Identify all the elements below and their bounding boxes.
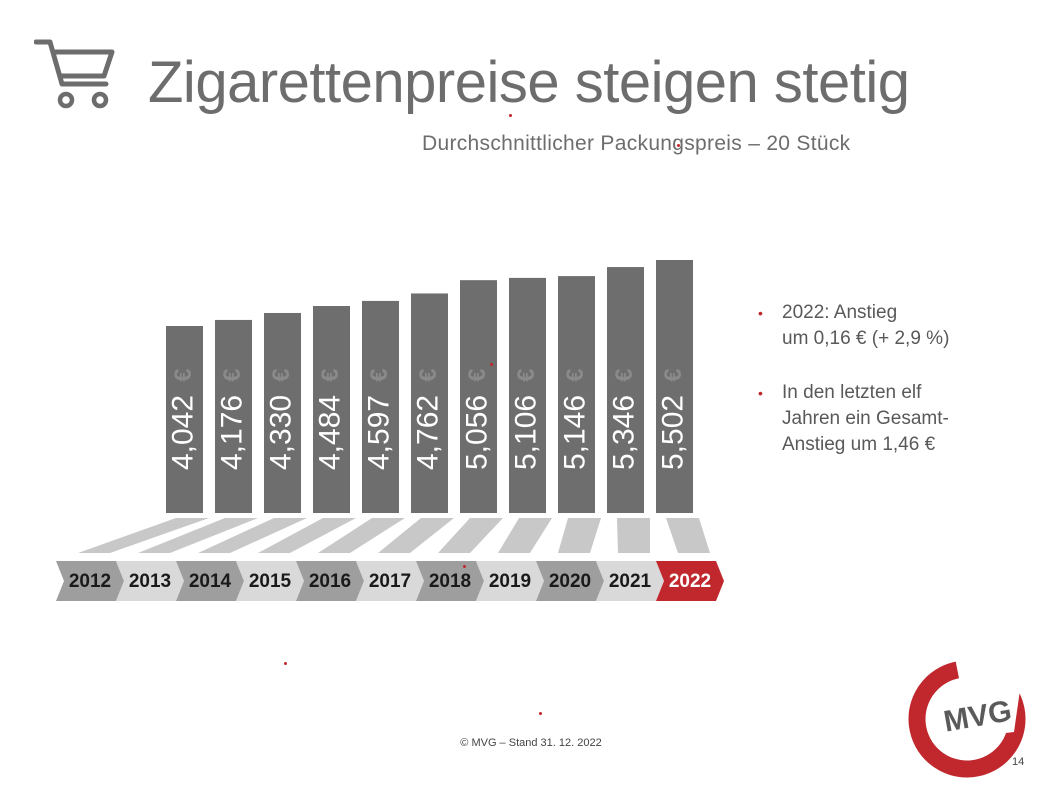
year-label: 2020: [549, 571, 591, 592]
bar: [558, 276, 595, 513]
footer-copyright: © MVG – Stand 31. 12. 2022: [460, 737, 602, 749]
floor-slab: [617, 518, 650, 553]
bar: [460, 280, 497, 513]
year-segment: [56, 561, 124, 601]
bar: [362, 300, 399, 513]
year-segment: [116, 561, 184, 601]
year-label: 2012: [69, 571, 111, 592]
notes-list: • 2022: Anstieg um 0,16 € (+ 2,9 %) • In…: [758, 300, 1018, 476]
bar: [509, 277, 546, 513]
year-label: 2016: [309, 571, 351, 592]
year-segment: [356, 561, 424, 601]
bar-value-label: 4,176: [215, 395, 248, 470]
bar-value-label: 4,484: [313, 395, 346, 470]
year-segment: [416, 561, 484, 601]
year-ribbon: 2012 2013 2014 2015 2016 2017 2018 2019 2020 2021…: [56, 561, 724, 601]
note-line: In den letzten elf: [782, 382, 922, 403]
chart-subtitle: Durchschnittlicher Packungspreis – 20 St…: [422, 132, 851, 155]
year-segment: [536, 561, 604, 601]
year-label: 2014: [189, 571, 232, 592]
year-label: 2017: [369, 571, 411, 592]
euro-symbol: €: [513, 368, 540, 381]
chart-bars: €4,042 €4,176 €4,330 €4,484 €4,597 €4,762 €5,0…: [166, 260, 693, 513]
bar-value-label: 4,330: [264, 395, 297, 470]
page-number: 14: [1012, 756, 1025, 768]
bar-value-label: 4,762: [411, 395, 444, 470]
year-label: 2022: [669, 571, 711, 592]
year-segment: [296, 561, 364, 601]
chart-floor: [78, 518, 710, 553]
page-title: Zigarettenpreise steigen stetig: [148, 50, 910, 115]
floor-slab: [138, 518, 258, 553]
year-label: 2013: [129, 571, 171, 592]
bar-value-label: 5,346: [607, 395, 640, 470]
bullet-icon: •: [758, 305, 763, 321]
year-label: 2018: [429, 571, 471, 592]
note-item: • 2022: Anstieg um 0,16 € (+ 2,9 %): [758, 300, 1018, 352]
euro-symbol: €: [366, 368, 393, 381]
bar: [607, 267, 644, 513]
bar: [166, 326, 203, 513]
note-line: Jahren ein Gesamt-: [782, 408, 949, 429]
bar-value-label: 5,106: [509, 395, 542, 470]
euro-symbol: €: [317, 368, 344, 381]
year-segment: [176, 561, 244, 601]
bar: [264, 312, 301, 513]
note-line: 2022: Anstieg: [782, 302, 898, 323]
euro-symbol: €: [268, 368, 295, 381]
year-segment: [236, 561, 304, 601]
euro-symbol: €: [170, 368, 197, 381]
year-segment: [656, 561, 724, 601]
floor-slab: [666, 518, 710, 553]
floor-slab: [78, 518, 209, 553]
year-segment: [596, 561, 664, 601]
bar-value-label: 4,597: [362, 395, 395, 470]
euro-symbol: €: [464, 368, 491, 381]
bullet-icon: •: [758, 385, 763, 401]
floor-slab: [318, 518, 405, 553]
year-segment: [476, 561, 544, 601]
euro-symbol: €: [415, 368, 442, 381]
floor-slab: [198, 518, 307, 553]
note-item: • In den letzten elf Jahren ein Gesamt- …: [758, 380, 1018, 458]
euro-symbol: €: [611, 368, 638, 381]
year-label: 2015: [249, 571, 292, 592]
year-label: 2019: [489, 571, 531, 592]
euro-symbol: €: [562, 368, 589, 381]
note-line: Anstieg um 1,46 €: [782, 434, 936, 455]
shopping-cart-icon: [34, 39, 115, 109]
floor-slab: [378, 518, 454, 553]
bar: [656, 260, 693, 513]
euro-symbol: €: [219, 368, 246, 381]
note-line: um 0,16 € (+ 2,9 %): [782, 328, 950, 349]
bar-value-label: 5,502: [656, 395, 689, 470]
euro-symbol: €: [660, 368, 687, 381]
bar: [215, 319, 252, 513]
bar: [313, 306, 350, 513]
floor-slab: [258, 518, 356, 553]
floor-slab: [438, 518, 503, 553]
floor-slab: [498, 518, 552, 553]
floor-slab: [558, 518, 601, 553]
year-label: 2021: [609, 571, 652, 592]
bar: [411, 293, 448, 513]
bar-value-label: 4,042: [166, 395, 199, 470]
bar-value-label: 5,146: [558, 395, 591, 470]
mvg-logo: MVG: [908, 660, 1026, 778]
bar-value-label: 5,056: [460, 395, 493, 470]
